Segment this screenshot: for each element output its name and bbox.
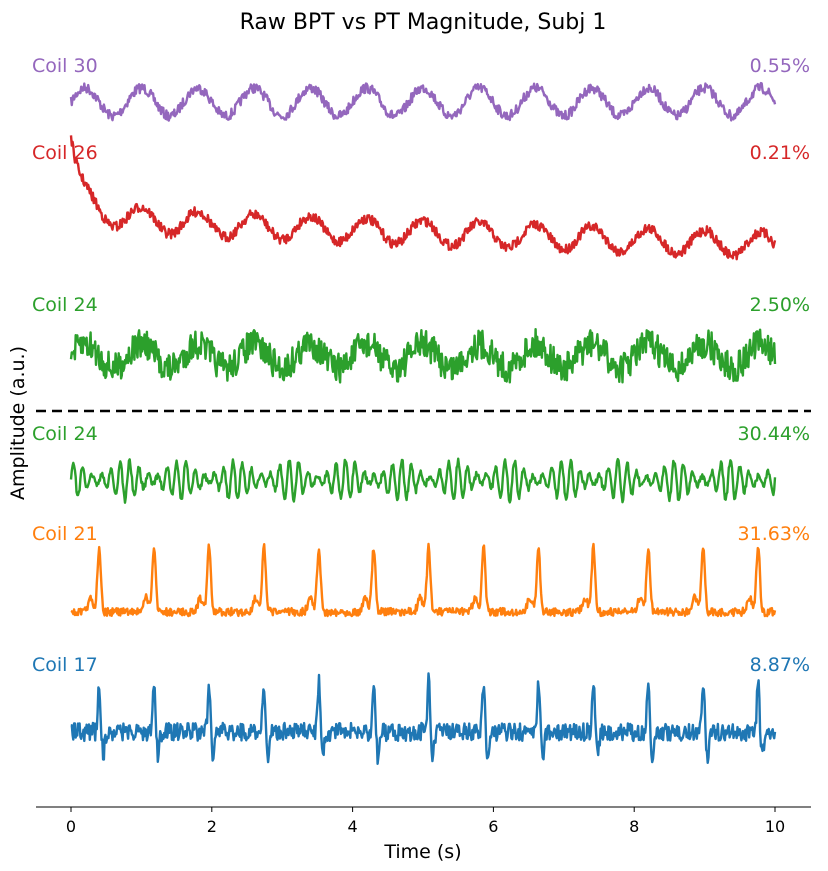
x-tick-label: 2 [207,817,217,836]
x-tick-label: 0 [66,817,76,836]
series-percent-label: 31.63% [738,523,810,545]
series-name-label: Coil 30 [32,55,98,77]
series-name-label: Coil 26 [32,142,98,164]
x-tick-label: 6 [488,817,498,836]
chart-title: Raw BPT vs PT Magnitude, Subj 1 [240,10,607,35]
series-percent-label: 0.21% [750,142,810,164]
x-tick-label: 10 [765,817,785,836]
series-name-label: Coil 24 [32,294,98,316]
x-tick-label: 8 [629,817,639,836]
trace-labels: Coil 30 0.55% Coil 26 0.21% Coil 24 2.50% Coil… [32,55,810,676]
x-axis-ticks: 0 2 4 6 8 10 [66,807,785,836]
series-line [69,457,777,504]
series-name-label: Coil 17 [32,654,98,676]
series-percent-label: 2.50% [750,294,810,316]
series-line [69,135,777,261]
x-tick-label: 4 [348,817,358,836]
series-line [70,542,777,618]
traces [69,81,777,765]
series-percent-label: 8.87% [750,654,810,676]
series-line [69,81,777,122]
series-percent-label: 30.44% [738,423,810,445]
series-name-label: Coil 21 [32,523,98,545]
series-line [70,672,777,765]
series-percent-label: 0.55% [750,55,810,77]
series-line [69,328,777,384]
series-name-label: Coil 24 [32,423,98,445]
y-axis-label: Amplitude (a.u.) [7,346,29,500]
x-axis-label: Time (s) [383,841,461,863]
